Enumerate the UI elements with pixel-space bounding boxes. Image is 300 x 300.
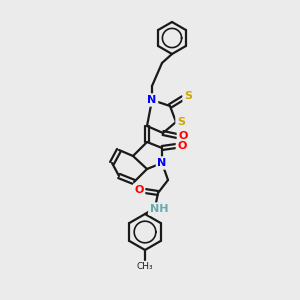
Text: NH: NH	[150, 204, 168, 214]
Text: CH₃: CH₃	[137, 262, 153, 271]
Text: S: S	[184, 91, 192, 101]
Text: O: O	[178, 131, 188, 141]
Text: N: N	[158, 158, 166, 168]
Text: O: O	[134, 185, 144, 195]
Text: N: N	[147, 95, 157, 105]
Text: O: O	[177, 141, 187, 151]
Text: S: S	[177, 117, 185, 127]
